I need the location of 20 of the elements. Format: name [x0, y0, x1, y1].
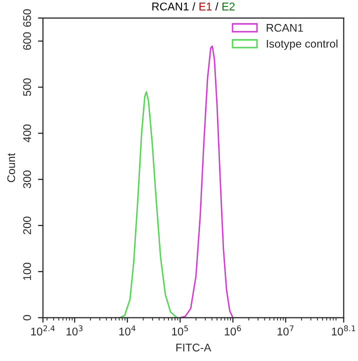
x-axis-title: FITC-A — [176, 344, 212, 352]
y-tick-label: 100 — [23, 262, 32, 280]
y-tick-label: 650 — [23, 9, 32, 27]
x-tick-label: 10$^{5}$ — [172, 325, 188, 336]
x-tick-label: 10$^{8.1}$ — [332, 325, 356, 336]
y-tick-label: 200 — [23, 216, 32, 234]
legend-label: RCAN1 — [266, 24, 303, 32]
y-tick-label: 400 — [23, 124, 32, 142]
y-tick-label: 0 — [23, 315, 32, 320]
x-tick-label: 10$^{6}$ — [224, 325, 241, 336]
x-tick-label: 10$^{4}$ — [119, 325, 136, 336]
x-tick-label: 10$^{7}$ — [278, 325, 294, 336]
y-tick-label: 300 — [23, 170, 32, 188]
legend-label: Isotype control — [266, 40, 338, 50]
x-tick-label: 10$^{3}$ — [66, 325, 83, 336]
chart-title: RCAN1 / E1 / E2 — [152, 2, 235, 10]
y-axis-title: Count — [7, 153, 16, 182]
x-tick-label: 10$^{2.4}$ — [31, 325, 55, 336]
y-tick-label: 600 — [23, 32, 32, 50]
y-tick-label: 500 — [23, 78, 32, 96]
